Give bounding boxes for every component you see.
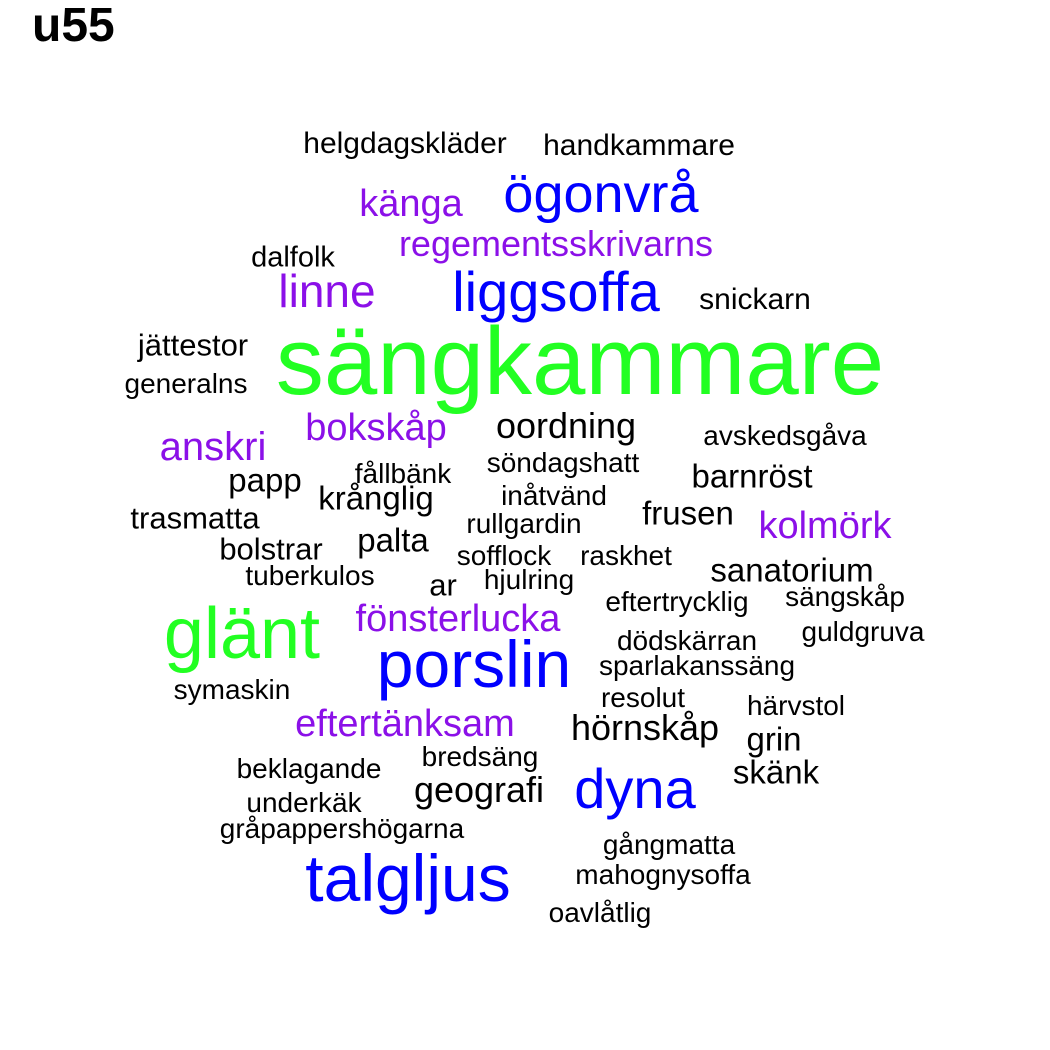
cloud-word: barnröst <box>691 457 813 495</box>
cloud-word: sängkammare <box>275 308 885 415</box>
cloud-word: linne <box>278 265 376 317</box>
cloud-word: helgdagskläder <box>303 127 507 160</box>
cloud-word: guldgruva <box>801 616 925 647</box>
cloud-word: mahognysoffa <box>575 859 751 890</box>
cloud-word: beklagande <box>236 753 382 784</box>
cloud-word: generalns <box>124 368 248 399</box>
cloud-word: gråpappershögarna <box>219 813 465 844</box>
cloud-word: talgljus <box>305 841 511 915</box>
cloud-word: gångmatta <box>602 829 736 860</box>
cloud-title: u55 <box>32 0 115 52</box>
cloud-word: sängskåp <box>785 581 905 612</box>
cloud-word: dalfolk <box>251 241 335 274</box>
cloud-word: papp <box>228 461 302 499</box>
cloud-word: anskri <box>159 425 267 469</box>
cloud-word: raskhet <box>580 540 672 571</box>
cloud-word: trasmatta <box>130 500 260 536</box>
cloud-word: regementsskrivarns <box>398 223 714 264</box>
cloud-word: glänt <box>163 594 321 674</box>
cloud-word: kolmörk <box>758 505 892 547</box>
cloud-word: liggsoffa <box>452 260 660 323</box>
cloud-word: dödskärran <box>616 625 758 656</box>
cloud-word: snickarn <box>699 283 811 316</box>
cloud-word: känga <box>359 183 463 225</box>
cloud-word: grin <box>746 720 802 758</box>
cloud-word: fållbänk <box>354 458 452 489</box>
cloud-word: palta <box>357 521 429 559</box>
cloud-word: härvstol <box>746 690 846 721</box>
cloud-word: eftertänksam <box>295 703 515 745</box>
cloud-word: underkäk <box>246 787 362 818</box>
cloud-word: bokskåp <box>305 407 447 449</box>
cloud-word: eftertrycklig <box>605 586 749 617</box>
cloud-word: avskedsgåva <box>703 420 867 451</box>
cloud-word: symaskin <box>173 674 291 705</box>
cloud-word: rullgardin <box>466 508 582 539</box>
cloud-word: krånglig <box>318 479 434 517</box>
cloud-word: dyna <box>574 757 696 820</box>
cloud-word: sofflock <box>456 540 552 571</box>
cloud-word: geografi <box>413 769 545 810</box>
cloud-word: jättestor <box>137 327 249 363</box>
cloud-word: ar <box>429 567 457 603</box>
cloud-word: bolstrar <box>219 531 323 567</box>
cloud-word: hjulring <box>483 564 575 595</box>
cloud-word: resolut <box>600 682 686 713</box>
cloud-word: handkammare <box>543 129 735 162</box>
cloud-word: fönsterlucka <box>355 598 561 640</box>
cloud-word: ögonvrå <box>503 164 699 224</box>
cloud-word: bredsäng <box>421 741 539 772</box>
cloud-word: oavlåtlig <box>548 897 652 928</box>
cloud-word: tuberkulos <box>245 560 375 591</box>
cloud-word: sparlakanssäng <box>598 650 796 681</box>
cloud-word: söndagshatt <box>486 447 640 478</box>
cloud-word: porslin <box>376 627 572 701</box>
cloud-word: oordning <box>495 405 637 446</box>
cloud-word: inåtvänd <box>501 480 607 511</box>
cloud-word: skänk <box>732 753 820 791</box>
cloud-word: hörnskåp <box>570 707 720 748</box>
cloud-word: frusen <box>642 494 734 532</box>
cloud-word: sanatorium <box>710 551 874 589</box>
